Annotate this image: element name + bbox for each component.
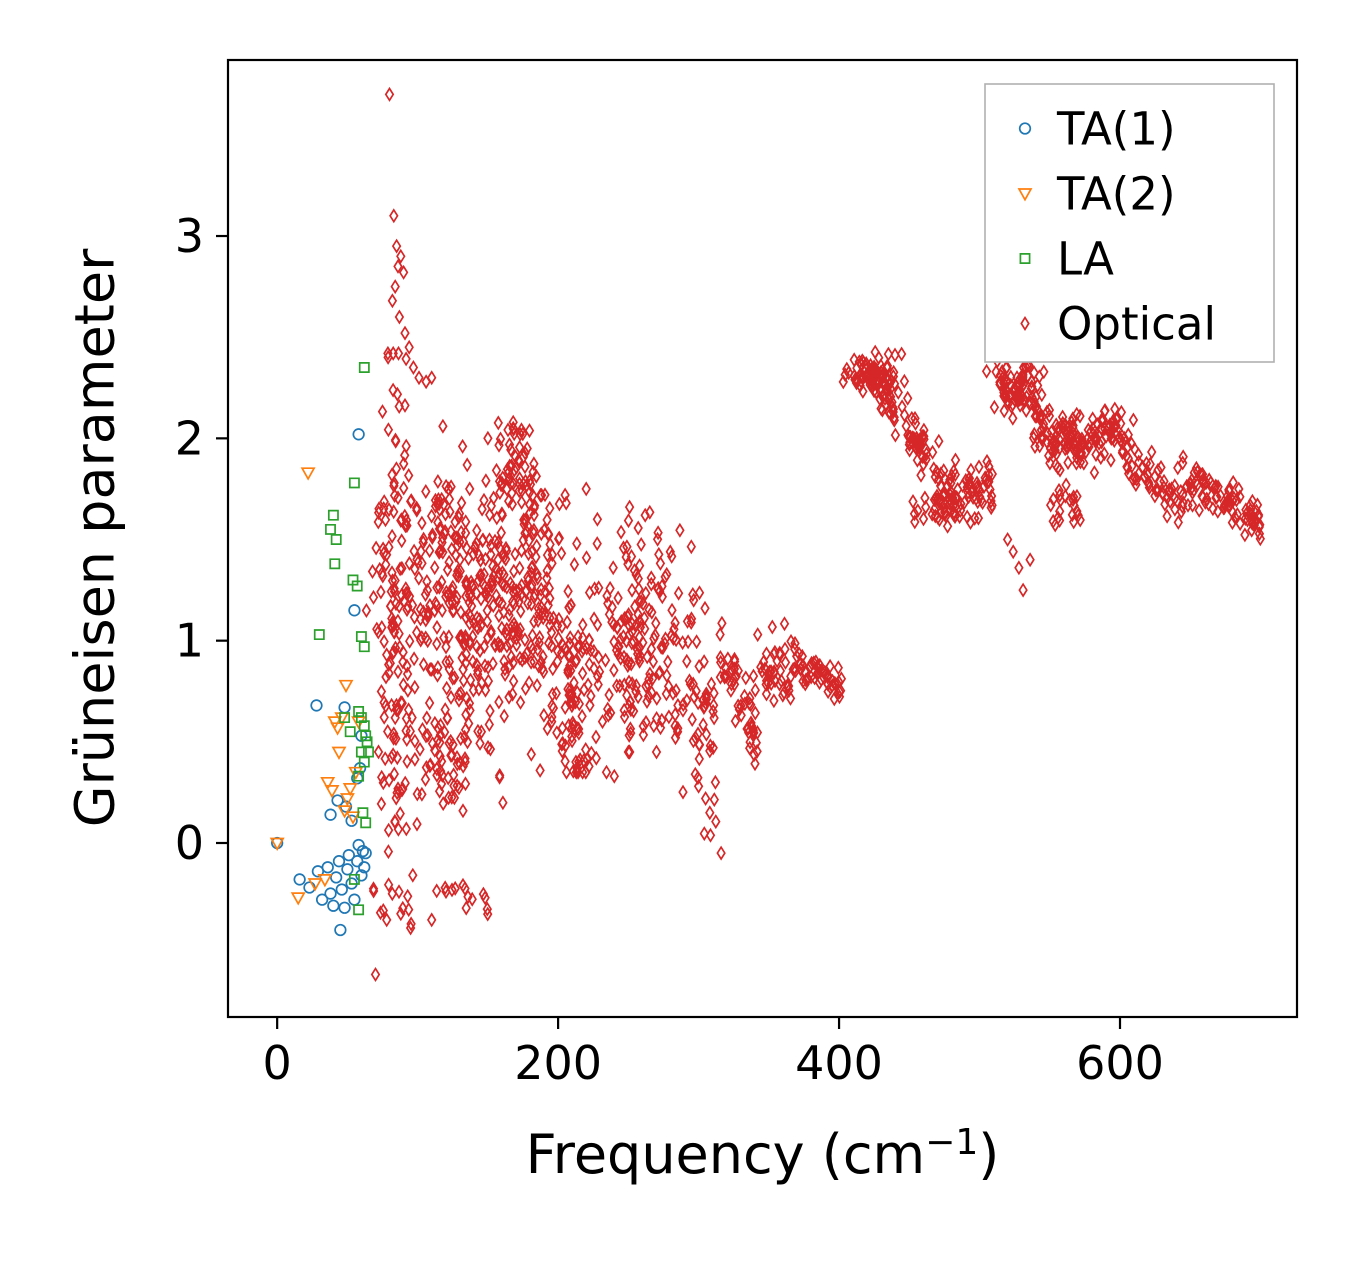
y-axis-label: Grüneisen parameter — [63, 248, 127, 828]
legend-label: TA(2) — [1056, 168, 1176, 221]
legend-item-optical: Optical — [1020, 298, 1216, 351]
y-tick-label: 0 — [175, 816, 204, 870]
y-tick-label: 1 — [175, 614, 204, 668]
series-optical — [361, 86, 1266, 982]
y-tick-label: 3 — [175, 209, 204, 263]
series-ta2 — [269, 467, 367, 906]
legend: TA(1) TA(2) LA Optical — [984, 83, 1275, 363]
x-tick-label: 200 — [514, 1036, 602, 1090]
x-tick-label: 0 — [263, 1036, 292, 1090]
axes-frame — [226, 58, 1299, 1019]
x-axis-label-text: Frequency (cm — [525, 1123, 926, 1186]
x-axis-label-suffix: ) — [978, 1123, 1000, 1186]
series-la — [313, 362, 374, 916]
x-tick-label: 600 — [1076, 1036, 1164, 1090]
series-ta1 — [271, 428, 372, 937]
legend-item-ta2: TA(2) — [1017, 168, 1176, 221]
legend-item-la: LA — [1019, 233, 1114, 286]
legend-item-ta1: TA(1) — [1018, 103, 1176, 156]
x-tick-label: 400 — [795, 1036, 883, 1090]
x-axis-label-superscript: −1 — [925, 1122, 979, 1163]
y-tick-label: 2 — [175, 411, 204, 465]
legend-box — [984, 83, 1275, 363]
legend-label: TA(1) — [1056, 103, 1176, 156]
x-axis-label: Frequency (cm−1) — [228, 1122, 1297, 1186]
legend-label: LA — [1057, 233, 1114, 286]
legend-label: Optical — [1057, 298, 1216, 351]
axis-ticks: 0 200 400 600 0 1 2 3 — [175, 209, 1164, 1090]
